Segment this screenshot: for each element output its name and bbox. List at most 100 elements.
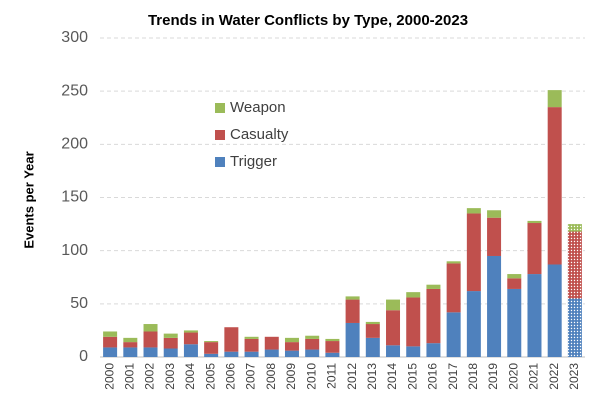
y-tick-label: 150 <box>61 189 88 206</box>
bar-segment <box>284 342 299 351</box>
bar-segment <box>103 347 118 357</box>
bar-segment <box>284 350 299 357</box>
bar-segment <box>244 336 259 339</box>
x-tick-label: 2018 <box>466 363 480 390</box>
bar-segment <box>406 346 421 357</box>
bar-segment <box>183 330 198 333</box>
bar-segment <box>487 217 502 256</box>
bar-segment <box>466 213 481 292</box>
bar-segment <box>123 347 138 357</box>
bar-segment <box>264 349 279 357</box>
x-tick-label: 2013 <box>365 363 379 390</box>
bar-segment <box>204 342 219 354</box>
bar-segment <box>123 342 138 348</box>
bar-segment <box>143 331 158 348</box>
bar-segment <box>466 291 481 357</box>
bar-segment <box>547 264 562 357</box>
x-tick-label: 2012 <box>345 363 359 390</box>
x-tick-label: 2005 <box>203 363 217 390</box>
x-tick-label: 2002 <box>143 363 157 390</box>
bar-segment <box>527 220 542 224</box>
bar-segment <box>305 349 320 357</box>
x-tick-label: 2004 <box>183 363 197 390</box>
x-tick-label: 2015 <box>405 363 419 390</box>
bar-segment <box>426 288 441 344</box>
bar-segment <box>487 210 502 218</box>
bar-segment <box>547 107 562 265</box>
legend-swatch <box>215 130 225 140</box>
bar-segment <box>386 299 401 311</box>
bar-segment <box>507 288 522 357</box>
bar-segment <box>143 347 158 357</box>
bar-segment <box>163 337 178 349</box>
y-axis-label: Events per Year <box>21 151 36 248</box>
bar-segment <box>547 90 562 108</box>
x-tick-label: 2007 <box>244 363 258 390</box>
bar-segment <box>103 331 118 337</box>
bar-segment <box>446 261 461 264</box>
bar-segment <box>224 351 239 357</box>
bar-segment <box>487 255 502 357</box>
bar-segment <box>365 337 380 357</box>
x-tick-label: 2000 <box>102 363 116 390</box>
bar-segment <box>527 223 542 275</box>
bar-segment <box>305 338 320 350</box>
legend-label: Trigger <box>230 153 277 170</box>
x-tick-label: 2016 <box>426 363 440 390</box>
bar-segment <box>325 341 340 353</box>
bar-segment <box>386 310 401 346</box>
bar-segment <box>567 298 582 357</box>
bar-segment <box>163 348 178 357</box>
x-tick-label: 2011 <box>325 363 339 389</box>
bar-segment <box>345 296 360 300</box>
bar-segment <box>325 352 340 357</box>
legend-label: Casualty <box>230 126 289 143</box>
x-tick-label: 2003 <box>163 363 177 390</box>
bar-segment <box>264 336 279 350</box>
bar-segment <box>143 324 158 332</box>
x-tick-label: 2010 <box>304 363 318 390</box>
bar-segment <box>426 343 441 357</box>
bar-segment <box>507 278 522 289</box>
bar-segment <box>204 353 219 357</box>
y-tick-label: 200 <box>61 136 88 153</box>
bar-segment <box>244 338 259 352</box>
bar-segment <box>204 341 219 343</box>
bar-segment <box>365 321 380 325</box>
bar-segment <box>103 336 118 348</box>
bar-segment <box>466 208 481 214</box>
y-tick-label: 50 <box>70 295 88 312</box>
bar-segment <box>183 344 198 357</box>
bar-segment <box>325 338 340 342</box>
x-tick-label: 2022 <box>547 363 561 390</box>
bar-segment <box>183 332 198 345</box>
bar-segment <box>406 292 421 298</box>
x-tick-label: 2023 <box>567 363 581 390</box>
bar-segment <box>163 333 178 338</box>
x-tick-label: 2019 <box>486 363 500 390</box>
bar-segment <box>567 224 582 232</box>
x-tick-label: 2006 <box>224 363 238 390</box>
bar-segment <box>123 337 138 343</box>
x-tick-label: 2001 <box>122 363 136 390</box>
x-tick-label: 2021 <box>527 363 541 390</box>
bar-segment <box>446 312 461 357</box>
x-tick-label: 2020 <box>506 363 520 390</box>
bar-segment <box>244 351 259 357</box>
y-tick-label: 300 <box>61 29 88 46</box>
x-tick-label: 2014 <box>385 363 399 390</box>
bar-segment <box>507 274 522 279</box>
bar-segment <box>224 327 239 352</box>
bar-segment <box>305 335 320 339</box>
bar-segment <box>365 324 380 338</box>
bar-segment <box>567 231 582 299</box>
bar-segment <box>446 263 461 313</box>
y-tick-label: 250 <box>61 82 88 99</box>
bar-segment <box>345 299 360 323</box>
bar-segment <box>527 274 542 357</box>
x-tick-label: 2009 <box>284 363 298 390</box>
x-tick-label: 2008 <box>264 363 278 390</box>
y-tick-label: 100 <box>61 242 88 259</box>
y-tick-label: 0 <box>79 348 88 365</box>
